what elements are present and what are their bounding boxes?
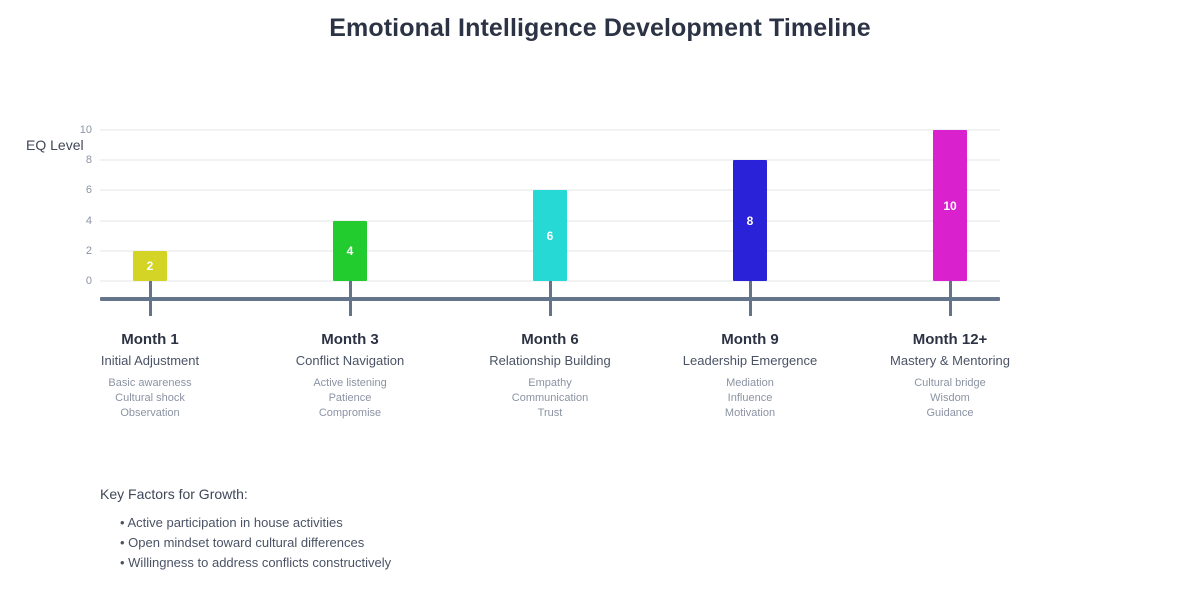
stage-name: Mastery & Mentoring: [890, 353, 1010, 368]
stage-skill: Active listening: [313, 377, 387, 389]
stage-caption: Month 1 Initial Adjustment Basic awareness…: [50, 330, 250, 421]
stage-skill-list: Empathy Communication Trust: [450, 376, 650, 421]
y-tick-value: 2: [85, 244, 92, 257]
stage-skill: Motivation: [724, 407, 776, 419]
stage-skill: Mediation: [726, 377, 774, 389]
stage-month: Month 1: [121, 331, 179, 348]
stage-month: Month 3: [321, 331, 379, 348]
stage-month: Month 12+: [912, 331, 988, 348]
stage-skill-list: Mediation Influence Motivation: [650, 376, 850, 421]
gridline: [100, 129, 1000, 131]
y-tick-value: 0: [85, 275, 92, 287]
stage-caption: Month 9 Leadership Emergence Mediation Infl…: [650, 330, 850, 421]
bar[interactable]: [533, 190, 567, 281]
y-tick-label: 10: [40, 125, 92, 136]
stage-skill: Observation: [120, 407, 180, 419]
stage-skill: Communication: [511, 392, 589, 404]
page-title: Emotional Intelligence Development Timel…: [329, 14, 871, 42]
timeline-stem: [148, 250, 152, 316]
stage-name: Relationship Building: [489, 353, 611, 368]
y-axis-label: EQ Level: [26, 137, 84, 153]
key-factors-list: • Active participation in house activiti…: [100, 513, 391, 573]
key-factors-heading: Key Factors for Growth:: [100, 486, 248, 502]
stage-skill: Empathy: [528, 377, 572, 389]
key-factor-item: • Active participation in house activiti…: [120, 515, 343, 530]
stage-name: Initial Adjustment: [100, 353, 200, 368]
bar[interactable]: [933, 130, 967, 281]
key-factor-item: • Willingness to address conflicts const…: [120, 555, 392, 570]
stage-skill: Patience: [328, 392, 372, 404]
y-tick-value: 10: [79, 124, 92, 136]
stage-caption: Month 6 Relationship Building Empathy Commu…: [450, 330, 650, 421]
bar-value-label: 8: [746, 213, 754, 228]
stage-caption: Month 3 Conflict Navigation Active listeni…: [250, 330, 450, 421]
y-tick-label: 8: [40, 155, 92, 166]
y-tick-label: 0: [40, 276, 92, 287]
stage-name: Leadership Emergence: [682, 353, 818, 368]
bar[interactable]: [333, 220, 367, 281]
stage-skill: Cultural bridge: [914, 377, 986, 389]
stage-skill-list: Cultural bridge Wisdom Guidance: [850, 376, 1050, 421]
y-tick-value: 8: [85, 154, 92, 167]
bar-value-label: 10: [943, 198, 957, 213]
y-tick-value: 4: [85, 214, 92, 227]
bar[interactable]: [733, 160, 767, 281]
stage-skill: Compromise: [318, 407, 382, 419]
stage-skill: Trust: [537, 407, 563, 419]
stage-name: Conflict Navigation: [295, 353, 405, 368]
key-factors-section: Key Factors for Growth: • Active partici…: [100, 484, 391, 573]
bar[interactable]: [133, 250, 167, 281]
y-tick-label: 6: [40, 185, 92, 196]
y-tick-value: 6: [85, 184, 92, 197]
stage-month: Month 9: [721, 331, 779, 348]
stage-skill: Guidance: [926, 407, 974, 419]
stage-skill: Wisdom: [930, 392, 970, 404]
y-tick-label: 4: [40, 214, 92, 227]
stage-skill-list: Basic awareness Cultural shock Observation: [50, 376, 250, 421]
key-factor-item: • Open mindset toward cultural differenc…: [120, 535, 365, 550]
stage-skill: Influence: [727, 392, 773, 404]
stage-month: Month 6: [521, 331, 579, 348]
stage-skill-list: Active listening Patience Compromise: [250, 376, 450, 421]
bar-value-label: 2: [146, 258, 154, 273]
y-tick-label: 2: [40, 244, 92, 257]
bar-value-label: 4: [346, 243, 354, 258]
stage-skill: Cultural shock: [115, 392, 185, 404]
gridline: [100, 159, 1000, 162]
bar-value-label: 6: [546, 228, 554, 243]
stage-skill: Basic awareness: [108, 377, 192, 389]
stage-caption: Month 12+ Mastery & Mentoring Cultural bri…: [850, 330, 1050, 421]
